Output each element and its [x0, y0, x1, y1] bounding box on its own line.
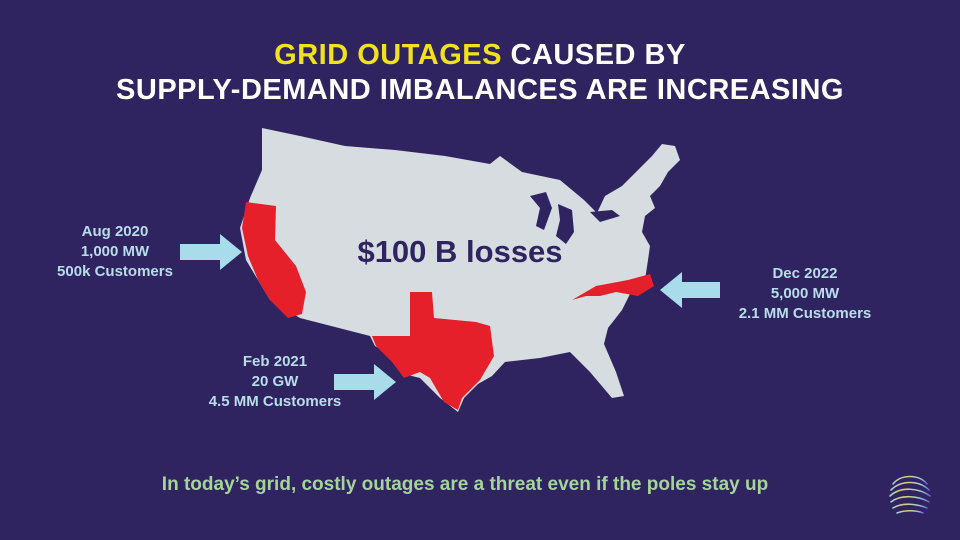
callout-feb-2021: Feb 2021 20 GW 4.5 MM Customers — [200, 352, 350, 412]
callout-capacity: 1,000 MW — [80, 243, 150, 260]
callout-aug-2020: Aug 2020 1,000 MW 500k Customers — [40, 222, 190, 282]
losses-label: $100 B losses — [357, 234, 563, 269]
callout-dec-2022: Dec 2022 5,000 MW 2.1 MM Customers — [720, 264, 890, 324]
title-line-1-rest: CAUSED BY — [501, 39, 686, 71]
callout-capacity: 5,000 MW — [770, 285, 840, 302]
callout-date: Dec 2022 — [772, 265, 838, 282]
title-line-2: SUPPLY-DEMAND IMBALANCES ARE INCREASING — [116, 74, 844, 106]
callout-customers: 2.1 MM Customers — [738, 305, 872, 322]
arrow-feb-2021-icon — [334, 364, 396, 400]
title-line-1: GRID OUTAGES CAUSED BY — [0, 36, 960, 74]
california-shape — [242, 202, 306, 318]
callout-date: Aug 2020 — [81, 223, 149, 240]
footer-tagline: In today’s grid, costly outages are a th… — [161, 474, 769, 495]
callout-customers: 4.5 MM Customers — [208, 393, 342, 410]
callout-capacity: 20 GW — [251, 373, 299, 390]
great-lakes — [530, 192, 620, 244]
callout-customers: 500k Customers — [57, 263, 173, 280]
arrow-aug-2020-icon — [180, 234, 242, 270]
swirl-logo-icon — [889, 475, 931, 514]
title-highlight: GRID OUTAGES — [274, 39, 502, 71]
us-mainland-shape — [240, 128, 680, 412]
texas-shape — [372, 292, 494, 410]
arrow-dec-2022-icon — [660, 272, 720, 308]
callout-date: Feb 2021 — [242, 353, 308, 370]
north-carolina-shape — [572, 274, 654, 300]
